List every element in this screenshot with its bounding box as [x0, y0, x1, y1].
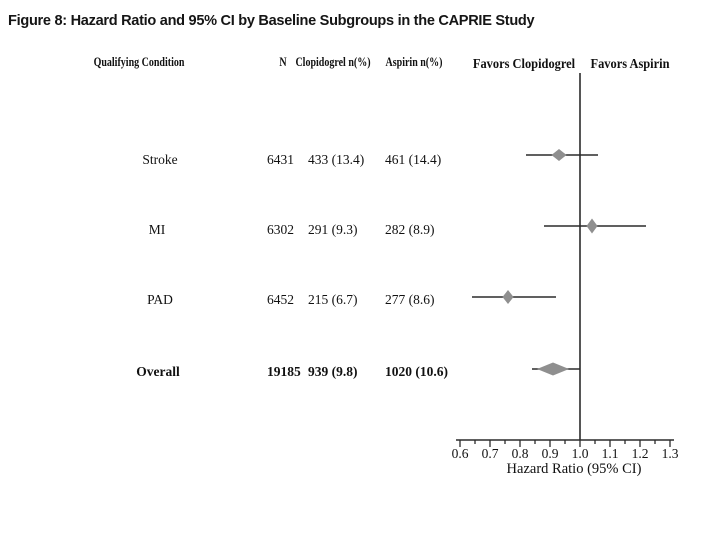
- x-axis-title: Hazard Ratio (95% CI): [506, 461, 642, 477]
- hr-diamond-stroke: [551, 149, 567, 161]
- row-n: 19185: [267, 364, 301, 379]
- col-header-qualifying-condition: Qualifying Condition: [93, 55, 185, 69]
- x-tick-label: 1.3: [661, 446, 679, 461]
- row-aspirin-value: 282 (8.9): [385, 222, 435, 237]
- x-tick-label: 1.1: [601, 446, 619, 461]
- x-tick-label: 0.8: [511, 446, 529, 461]
- hr-diamond-mi: [586, 218, 598, 234]
- x-tick-label: 0.9: [541, 446, 559, 461]
- row-clopidogrel-value: 291 (9.3): [308, 222, 358, 237]
- x-tick-label: 0.6: [451, 446, 469, 461]
- x-tick-label: 1.0: [571, 446, 589, 461]
- row-label: Stroke: [142, 152, 178, 167]
- row-aspirin-value: 277 (8.6): [385, 292, 435, 307]
- row-aspirin-value: 1020 (10.6): [385, 364, 448, 379]
- hr-diamond-pad: [502, 290, 514, 304]
- x-tick-label: 0.7: [481, 446, 499, 461]
- row-n: 6452: [267, 292, 294, 307]
- col-header-aspirin: Aspirin n(%): [385, 55, 443, 69]
- row-label: PAD: [147, 292, 173, 307]
- row-clopidogrel-value: 433 (13.4): [308, 152, 365, 167]
- favors-aspirin-label: Favors Aspirin: [590, 56, 670, 71]
- figure-title: Figure 8: Hazard Ratio and 95% CI by Bas…: [8, 12, 535, 29]
- row-label: MI: [148, 222, 166, 237]
- row-clopidogrel-value: 939 (9.8): [308, 364, 358, 379]
- x-tick-label: 1.2: [631, 446, 649, 461]
- hr-diamond-overall: [537, 362, 569, 376]
- row-clopidogrel-value: 215 (6.7): [308, 292, 358, 307]
- col-header-n: N: [279, 55, 287, 69]
- favors-clopidogrel-label: Favors Clopidogrel: [472, 56, 576, 71]
- col-header-clopidogrel: Clopidogrel n(%): [295, 55, 371, 69]
- row-label: Overall: [136, 364, 180, 379]
- row-aspirin-value: 461 (14.4): [385, 152, 442, 167]
- row-n: 6431: [267, 152, 294, 167]
- row-n: 6302: [267, 222, 294, 237]
